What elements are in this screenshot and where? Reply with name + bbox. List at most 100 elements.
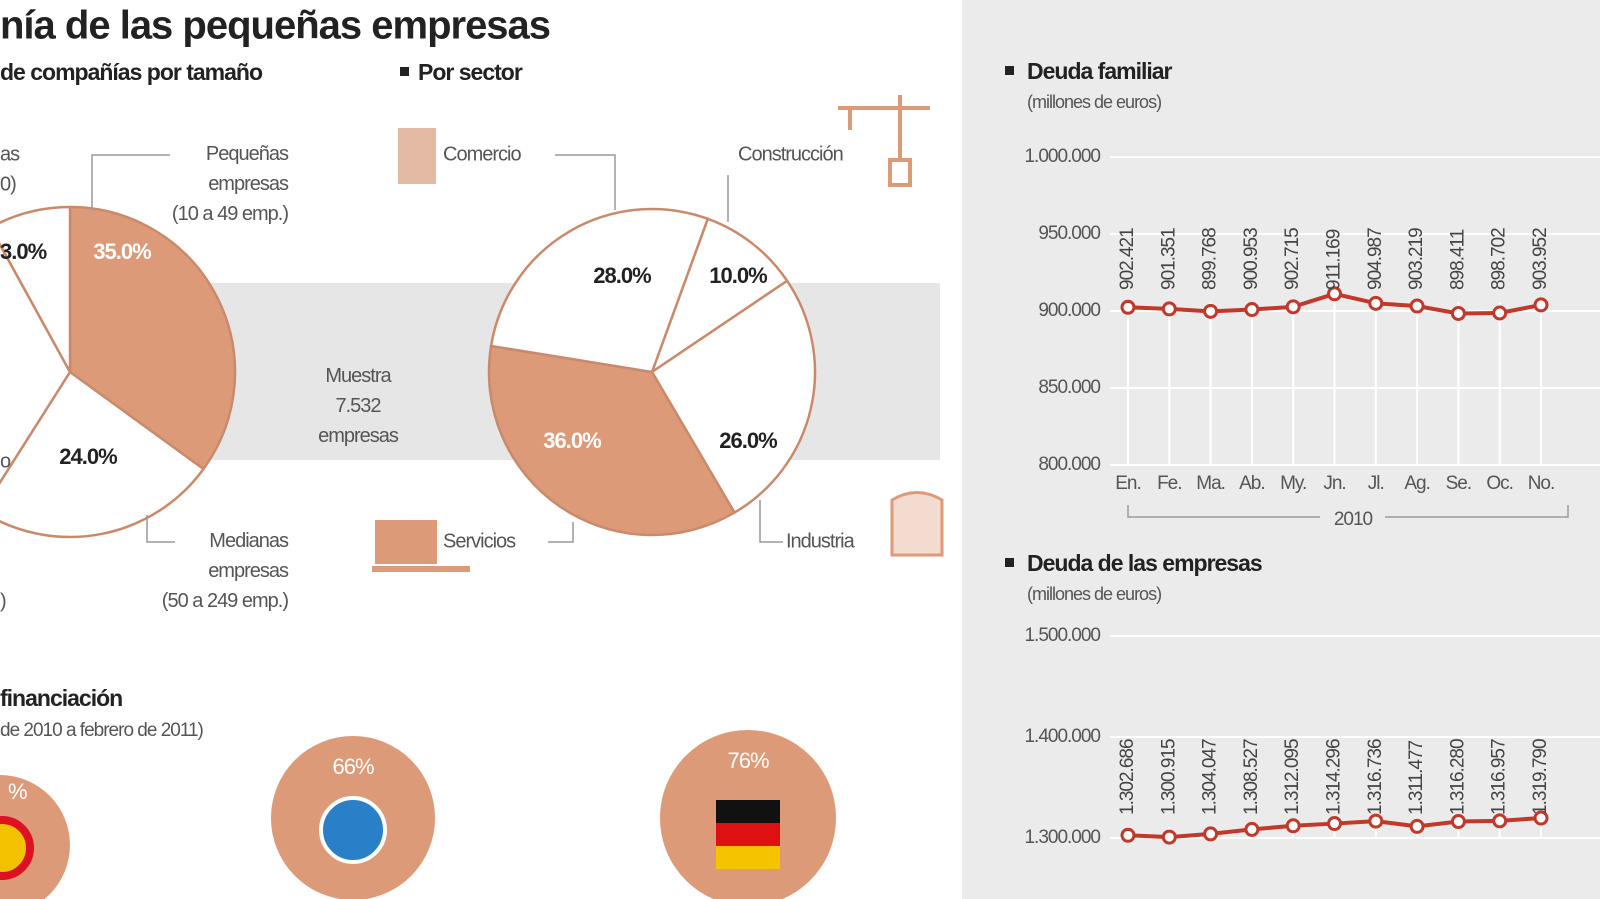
x-tick-label: Ab. bbox=[1239, 473, 1265, 494]
point bbox=[1492, 305, 1508, 321]
slice-label: 26.0% bbox=[719, 428, 777, 453]
category-label: Pequeñas empresas (10 a 49 emp.) bbox=[172, 143, 289, 225]
point bbox=[1450, 305, 1466, 321]
pie-slice bbox=[489, 207, 710, 374]
point bbox=[1409, 298, 1425, 314]
x-tick-label: Jl. bbox=[1368, 473, 1384, 494]
subtitle-size: de compañías por tamaño bbox=[0, 59, 263, 85]
bullet bbox=[1005, 66, 1014, 75]
point bbox=[1285, 818, 1301, 834]
point bbox=[1450, 814, 1466, 830]
chart-title: Deuda familiar bbox=[1027, 58, 1173, 84]
value-label: 902.715 bbox=[1282, 228, 1303, 290]
annotation: ) bbox=[0, 590, 6, 612]
leader-line bbox=[91, 154, 170, 210]
value-label: 904.987 bbox=[1365, 228, 1386, 290]
slice-label: 28.0% bbox=[593, 263, 651, 288]
chart-title: financiación bbox=[0, 685, 122, 711]
pie-slice bbox=[487, 344, 737, 537]
sample-label: Muestra 7.532 empresas bbox=[318, 365, 399, 447]
value-label: 1.316.957 bbox=[1489, 739, 1510, 815]
value-label: 1.316.736 bbox=[1365, 739, 1386, 815]
bullet bbox=[400, 67, 409, 76]
pie-slice bbox=[0, 205, 72, 373]
point bbox=[1120, 299, 1136, 315]
category-label: Servicios bbox=[443, 530, 516, 552]
comercio-icon bbox=[398, 128, 436, 184]
value-label: 1.312.095 bbox=[1282, 739, 1303, 815]
point bbox=[1327, 286, 1342, 302]
point bbox=[1368, 295, 1384, 311]
euro-icon bbox=[319, 796, 387, 864]
value-label: 1.302.686 bbox=[1117, 739, 1138, 815]
value-label: 1.311.477 bbox=[1406, 740, 1427, 815]
chart-title: Deuda de las empresas bbox=[1027, 550, 1262, 576]
slice-label: 36.0% bbox=[543, 428, 601, 453]
chart-subtitle: (millones de euros) bbox=[1027, 584, 1161, 604]
slice-label: 24.0% bbox=[59, 444, 117, 469]
germany-flag bbox=[716, 823, 780, 846]
value-label: 1.314.296 bbox=[1324, 739, 1345, 815]
germany-flag bbox=[716, 800, 780, 823]
value-label: 901.351 bbox=[1158, 228, 1179, 290]
value-label: 911.169 bbox=[1324, 229, 1345, 290]
point bbox=[1203, 303, 1219, 319]
bubble-label: 66% bbox=[332, 754, 373, 779]
germany-flag bbox=[716, 846, 780, 869]
point bbox=[1492, 813, 1508, 829]
point bbox=[1533, 810, 1549, 826]
y-tick-label: 950.000 bbox=[1038, 223, 1100, 244]
slice-label: 10.0% bbox=[709, 263, 767, 288]
leader-line bbox=[759, 500, 783, 543]
y-tick-label: 850.000 bbox=[1038, 377, 1100, 398]
annotation: o bbox=[0, 450, 11, 472]
chart-subtitle: de 2010 a febrero de 2011) bbox=[0, 720, 204, 741]
construccion-icon bbox=[838, 95, 930, 187]
y-tick-label: 900.000 bbox=[1038, 300, 1100, 321]
pie-slice bbox=[649, 217, 789, 376]
y-tick-label: 1.300.000 bbox=[1024, 827, 1100, 848]
pie-slice bbox=[650, 279, 817, 515]
y-tick-label: 1.000.000 bbox=[1024, 146, 1100, 167]
value-label: 898.702 bbox=[1489, 228, 1510, 290]
value-label: 1.319.790 bbox=[1530, 739, 1551, 815]
pie-slice bbox=[0, 370, 206, 539]
x-tick-label: Se. bbox=[1446, 473, 1472, 494]
year-bracket bbox=[1127, 505, 1569, 518]
annotation: as bbox=[0, 143, 20, 165]
value-label: 899.768 bbox=[1200, 228, 1221, 290]
x-tick-label: Oc. bbox=[1486, 473, 1513, 494]
industria-icon bbox=[890, 491, 944, 557]
y-tick-label: 1.400.000 bbox=[1024, 726, 1100, 747]
point bbox=[1409, 818, 1425, 834]
category-label: Medianas empresas (50 a 249 emp.) bbox=[162, 530, 289, 612]
bubble-label: 76% bbox=[727, 748, 768, 773]
category-label: Industria bbox=[786, 530, 856, 552]
x-tick-label: Ag. bbox=[1404, 473, 1430, 494]
point bbox=[1533, 297, 1549, 313]
x-tick-label: No. bbox=[1528, 473, 1555, 494]
value-label: 902.421 bbox=[1117, 228, 1138, 290]
pie-slice bbox=[0, 242, 72, 485]
value-label: 1.316.280 bbox=[1447, 739, 1468, 815]
point bbox=[1327, 816, 1342, 832]
spain-icon bbox=[0, 816, 34, 880]
point bbox=[1161, 301, 1177, 317]
slice-label: 35.0% bbox=[93, 239, 151, 264]
right-panel bbox=[962, 0, 1600, 899]
pie-slice bbox=[68, 205, 237, 471]
y-tick-label: 1.500.000 bbox=[1024, 625, 1100, 646]
annotation: 3.0% bbox=[0, 239, 47, 264]
x-tick-label: Jn. bbox=[1323, 473, 1345, 494]
servicios-icon bbox=[375, 520, 437, 564]
bullet bbox=[1005, 558, 1014, 567]
category-label: Construcción bbox=[738, 143, 843, 165]
point bbox=[1285, 299, 1301, 315]
point bbox=[1120, 827, 1136, 843]
annotation: % bbox=[8, 779, 27, 804]
x-tick-label: My. bbox=[1280, 473, 1306, 494]
x-tick-label: En. bbox=[1115, 473, 1141, 494]
category-label: Comercio bbox=[443, 143, 521, 165]
subtitle-sector: Por sector bbox=[418, 59, 523, 85]
